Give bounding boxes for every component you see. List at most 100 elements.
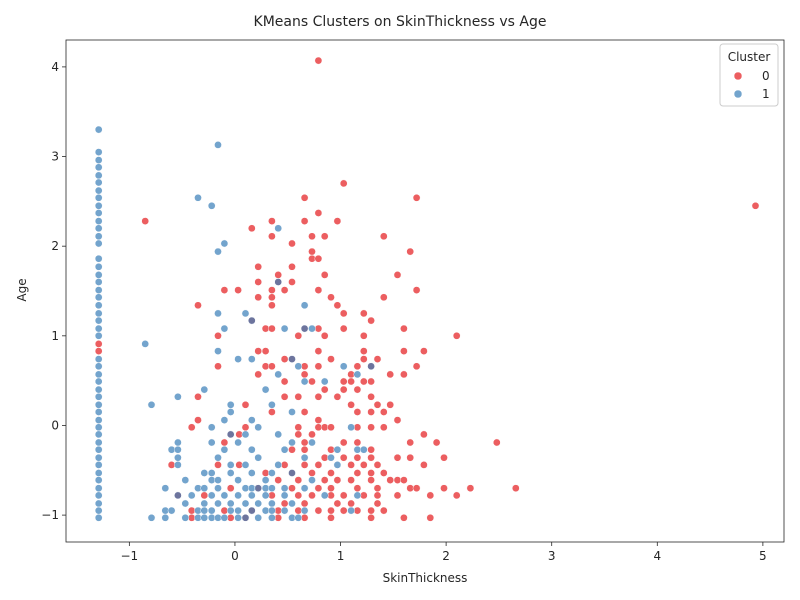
data-point-cluster-0 [294, 392, 303, 401]
data-point-cluster-1 [247, 491, 256, 500]
data-point-cluster-1 [94, 316, 103, 325]
data-point-cluster-0 [400, 324, 408, 333]
data-point-cluster-0 [300, 408, 309, 416]
data-point-cluster-1 [174, 491, 182, 500]
data-point-cluster-1 [94, 445, 103, 454]
data-point-cluster-1 [226, 506, 235, 515]
data-point-cluster-0 [300, 438, 309, 447]
data-point-cluster-0 [353, 453, 362, 462]
data-point-cluster-0 [339, 453, 348, 462]
data-point-cluster-1 [220, 513, 229, 522]
data-point-cluster-0 [280, 499, 289, 508]
data-point-cluster-1 [200, 385, 209, 394]
data-point-cluster-0 [314, 392, 323, 401]
data-point-cluster-0 [347, 461, 355, 469]
data-point-cluster-1 [167, 506, 176, 515]
data-point-cluster-0 [333, 217, 342, 225]
data-point-cluster-1 [94, 163, 103, 172]
data-point-cluster-0 [412, 193, 421, 202]
data-point-cluster-1 [147, 400, 156, 409]
data-point-cluster-0 [280, 377, 289, 386]
data-point-cluster-1 [300, 484, 309, 493]
data-point-cluster-1 [207, 423, 216, 432]
data-point-cluster-1 [214, 141, 222, 149]
data-point-cluster-0 [327, 423, 335, 432]
data-point-cluster-0 [426, 491, 435, 500]
data-point-cluster-1 [200, 513, 209, 522]
data-point-cluster-1 [288, 469, 296, 477]
data-point-cluster-1 [241, 430, 250, 439]
data-point-cluster-0 [440, 453, 448, 462]
data-point-cluster-0 [314, 254, 323, 263]
data-point-cluster-0 [367, 513, 375, 522]
data-point-cluster-0 [288, 239, 296, 248]
data-point-cluster-1 [94, 400, 103, 409]
data-point-cluster-0 [327, 513, 335, 522]
data-point-cluster-1 [94, 301, 103, 310]
data-point-cluster-1 [254, 423, 263, 432]
data-point-cluster-1 [94, 254, 103, 263]
data-point-cluster-1 [261, 385, 270, 394]
data-point-cluster-1 [94, 278, 103, 286]
data-point-cluster-1 [94, 484, 103, 493]
data-point-cluster-1 [94, 385, 103, 394]
legend: Cluster 0 1 [719, 43, 779, 107]
data-point-cluster-0 [314, 506, 323, 515]
data-point-cluster-0 [280, 355, 289, 363]
data-point-cluster-0 [254, 370, 263, 379]
data-point-cluster-1 [300, 377, 309, 386]
data-point-cluster-0 [308, 469, 316, 477]
data-point-cluster-0 [288, 445, 296, 454]
data-point-cluster-1 [214, 484, 222, 493]
data-point-cluster-0 [492, 438, 501, 447]
data-point-cluster-1 [94, 239, 103, 248]
data-point-cluster-1 [141, 340, 150, 348]
data-point-cluster-1 [320, 491, 329, 500]
data-point-cluster-1 [226, 461, 235, 469]
data-point-cluster-0 [393, 271, 402, 279]
data-point-cluster-0 [268, 293, 276, 302]
data-point-cluster-0 [333, 499, 342, 508]
data-point-cluster-1 [214, 453, 222, 462]
data-point-cluster-1 [288, 499, 296, 508]
data-point-cluster-1 [94, 271, 103, 279]
legend-marker-cluster-0 [733, 71, 743, 81]
data-point-cluster-0 [333, 476, 342, 484]
x-tick-label: 0 [231, 549, 239, 563]
data-point-cluster-1 [94, 156, 103, 164]
data-point-cluster-0 [339, 377, 348, 386]
data-point-cluster-1 [261, 476, 270, 484]
data-point-cluster-0 [268, 301, 276, 310]
data-point-cluster-0 [379, 232, 388, 241]
data-point-cluster-1 [181, 513, 190, 522]
y-tick-label: 3 [51, 150, 59, 164]
data-point-cluster-0 [367, 469, 375, 477]
data-point-cluster-0 [339, 506, 348, 515]
data-point-cluster-1 [94, 423, 103, 432]
data-point-cluster-1 [234, 438, 242, 447]
data-point-cluster-1 [94, 148, 103, 156]
data-point-cluster-0 [400, 476, 408, 484]
data-point-cluster-0 [379, 423, 388, 432]
data-point-cluster-1 [247, 469, 256, 477]
data-point-cluster-1 [220, 416, 229, 424]
data-point-cluster-0 [426, 513, 435, 522]
data-point-cluster-0 [300, 445, 309, 454]
data-point-cluster-0 [294, 430, 303, 439]
data-point-cluster-0 [333, 392, 342, 401]
data-point-cluster-1 [274, 370, 283, 379]
data-point-cluster-1 [214, 309, 222, 318]
data-point-cluster-0 [393, 453, 402, 462]
data-point-cluster-1 [200, 469, 209, 477]
data-point-cluster-0 [268, 324, 276, 333]
data-point-cluster-0 [320, 476, 329, 484]
data-point-cluster-1 [94, 171, 103, 180]
data-point-cluster-0 [320, 331, 329, 340]
y-tick-label: −1 [41, 508, 59, 522]
data-point-cluster-1 [268, 506, 276, 515]
data-point-cluster-0 [347, 476, 355, 484]
data-point-cluster-1 [94, 217, 103, 225]
data-point-cluster-0 [359, 347, 368, 355]
data-point-cluster-1 [207, 469, 216, 477]
